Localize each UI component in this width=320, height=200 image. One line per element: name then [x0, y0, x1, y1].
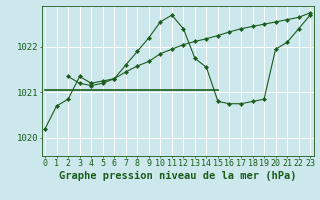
X-axis label: Graphe pression niveau de la mer (hPa): Graphe pression niveau de la mer (hPa): [59, 171, 296, 181]
